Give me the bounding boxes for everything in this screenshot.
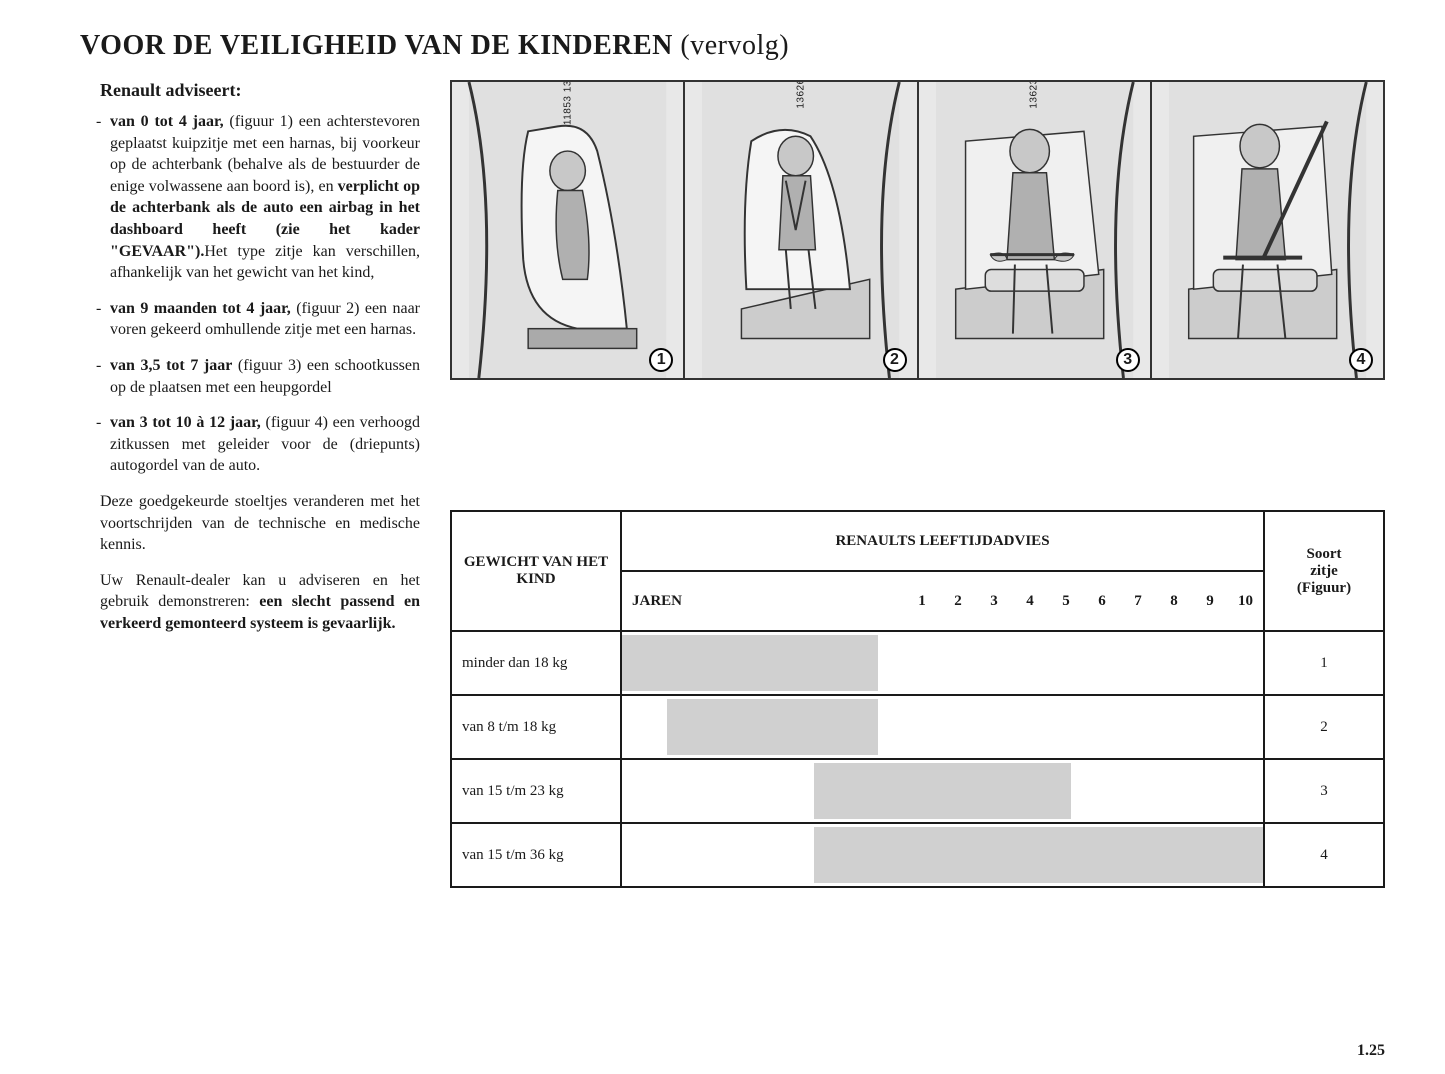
right-column: 11853 13625 1 13626 2 [450,80,1385,888]
advice-lead: van 0 tot 4 jaar, [110,113,224,130]
figure-number-2: 2 [883,348,907,372]
page-title: VOOR DE VEILIGHEID VAN DE KINDEREN (verv… [80,30,1385,62]
figure-panel-3: 13623 3 [919,82,1152,378]
paragraph-dealer: Uw Renault-dealer kan u adviseren en het… [80,570,420,635]
row-figure: 3 [1264,759,1384,823]
age-bar [667,699,879,755]
figure-ref-3: 13623 [1029,82,1040,109]
age-bar [622,635,878,691]
child-booster-lap-icon [919,82,1150,378]
row-label: van 15 t/m 36 kg [451,823,621,887]
advice-item: van 0 tot 4 jaar, (figuur 1) een achters… [100,111,420,284]
type-l1: Soort [1307,546,1342,562]
advice-item: van 3,5 tot 7 jaar (figuur 3) een schoot… [100,355,420,398]
year-col: 10 [1228,571,1264,631]
advice-item: van 3 tot 10 à 12 jaar, (figuur 4) een v… [100,412,420,477]
year-col: 8 [1156,571,1192,631]
figure-ref-1: 11853 13625 [562,82,573,125]
row-label: van 15 t/m 23 kg [451,759,621,823]
table-row: van 15 t/m 23 kg 3 [451,759,1384,823]
table-header-type: Soort zitje (Figuur) [1264,511,1384,631]
child-booster-3pt-icon [1152,82,1383,378]
type-l3: (Figuur) [1297,580,1351,596]
figure-number-4: 4 [1349,348,1373,372]
year-col: 6 [1084,571,1120,631]
advice-item: van 9 maanden tot 4 jaar, (figuur 2) een… [100,298,420,341]
table-row: minder dan 18 kg 1 [451,631,1384,695]
figure-panel-4: 4 [1152,82,1383,378]
figure-strip: 11853 13625 1 13626 2 [450,80,1385,380]
age-bar [814,827,1263,883]
row-figure: 1 [1264,631,1384,695]
bar-cell [621,695,1264,759]
age-bar [814,763,1070,819]
year-col: 1 [904,571,940,631]
figure-panel-2: 13626 2 [685,82,918,378]
left-column: Renault adviseert: van 0 tot 4 jaar, (fi… [80,80,420,888]
row-label: van 8 t/m 18 kg [451,695,621,759]
bar-cell [621,759,1264,823]
figure-ref-2: 13626 [795,82,806,109]
figure-panel-1: 11853 13625 1 [452,82,685,378]
title-main: VOOR DE VEILIGHEID VAN DE KINDEREN [80,30,673,61]
jaren-label: JAREN [621,571,904,631]
page-number: 1.25 [1357,1042,1385,1060]
year-col: 5 [1048,571,1084,631]
subheading: Renault adviseert: [80,80,420,101]
figure-number-3: 3 [1116,348,1140,372]
advice-lead: van 9 maanden tot 4 jaar, [110,300,291,317]
table-row: van 8 t/m 18 kg 2 [451,695,1384,759]
advice-list: van 0 tot 4 jaar, (figuur 1) een achters… [80,111,420,477]
advice-lead: van 3 tot 10 à 12 jaar, [110,414,261,431]
bar-cell [621,823,1264,887]
paragraph-tech: Deze goedgekeurde stoeltjes veranderen m… [80,491,420,556]
year-col: 3 [976,571,1012,631]
year-col: 7 [1120,571,1156,631]
year-col: 2 [940,571,976,631]
child-seat-rear-icon [452,82,683,378]
row-label: minder dan 18 kg [451,631,621,695]
title-continuation: (vervolg) [680,30,789,61]
advice-lead: van 3,5 tot 7 jaar [110,357,232,374]
year-col: 9 [1192,571,1228,631]
table-row: van 15 t/m 36 kg 4 [451,823,1384,887]
row-figure: 2 [1264,695,1384,759]
child-seat-forward-icon [685,82,916,378]
row-figure: 4 [1264,823,1384,887]
bar-cell [621,631,1264,695]
table-header-weight: GEWICHT VAN HET KIND [451,511,621,631]
table-header-age: RENAULTS LEEFTIJDADVIES [621,511,1264,571]
year-col: 4 [1012,571,1048,631]
type-l2: zitje [1310,563,1337,579]
advice-table: GEWICHT VAN HET KIND RENAULTS LEEFTIJDAD… [450,510,1385,888]
